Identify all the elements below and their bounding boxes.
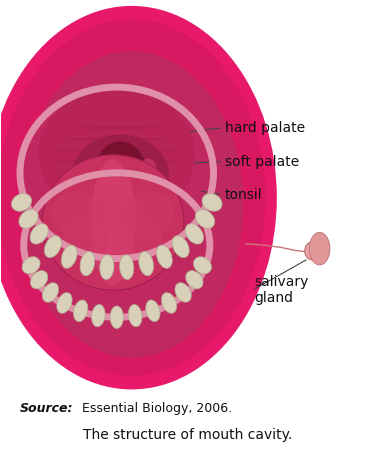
Ellipse shape bbox=[194, 257, 211, 274]
Text: tonsil: tonsil bbox=[225, 188, 262, 202]
Ellipse shape bbox=[39, 87, 195, 222]
Ellipse shape bbox=[120, 255, 134, 280]
Ellipse shape bbox=[128, 305, 142, 327]
Ellipse shape bbox=[42, 283, 58, 302]
Ellipse shape bbox=[61, 245, 77, 268]
Ellipse shape bbox=[30, 271, 48, 289]
Text: The structure of mouth cavity.: The structure of mouth cavity. bbox=[83, 429, 292, 443]
Ellipse shape bbox=[92, 305, 105, 327]
Ellipse shape bbox=[42, 155, 184, 290]
Text: hard palate: hard palate bbox=[225, 121, 305, 135]
Ellipse shape bbox=[186, 271, 203, 289]
Ellipse shape bbox=[309, 232, 330, 265]
Ellipse shape bbox=[185, 224, 204, 244]
Ellipse shape bbox=[82, 158, 103, 198]
Ellipse shape bbox=[30, 224, 48, 244]
Ellipse shape bbox=[12, 193, 32, 211]
Ellipse shape bbox=[110, 306, 123, 329]
Circle shape bbox=[305, 242, 320, 260]
Ellipse shape bbox=[63, 137, 171, 141]
Ellipse shape bbox=[44, 236, 62, 257]
Ellipse shape bbox=[175, 283, 191, 302]
Text: soft palate: soft palate bbox=[225, 154, 299, 168]
Ellipse shape bbox=[19, 209, 38, 228]
Text: Essential Biology, 2006.: Essential Biology, 2006. bbox=[78, 402, 232, 415]
Ellipse shape bbox=[156, 245, 172, 268]
Ellipse shape bbox=[118, 220, 163, 261]
Ellipse shape bbox=[74, 300, 88, 321]
Ellipse shape bbox=[80, 252, 95, 276]
Ellipse shape bbox=[115, 172, 126, 190]
Ellipse shape bbox=[195, 209, 215, 228]
Ellipse shape bbox=[56, 160, 178, 163]
Ellipse shape bbox=[64, 171, 169, 175]
Ellipse shape bbox=[139, 252, 153, 276]
Ellipse shape bbox=[0, 20, 266, 376]
Ellipse shape bbox=[22, 257, 40, 274]
Ellipse shape bbox=[52, 191, 100, 236]
Ellipse shape bbox=[172, 236, 189, 257]
Text: salivary
gland: salivary gland bbox=[255, 275, 309, 305]
Ellipse shape bbox=[63, 220, 108, 261]
Ellipse shape bbox=[91, 159, 135, 286]
Ellipse shape bbox=[138, 158, 159, 198]
Ellipse shape bbox=[126, 191, 174, 236]
Ellipse shape bbox=[72, 134, 169, 216]
Ellipse shape bbox=[72, 126, 162, 129]
Ellipse shape bbox=[146, 300, 160, 321]
Ellipse shape bbox=[94, 141, 147, 204]
Text: Source:: Source: bbox=[20, 402, 74, 415]
Ellipse shape bbox=[161, 293, 177, 313]
Ellipse shape bbox=[57, 293, 72, 313]
Ellipse shape bbox=[89, 184, 137, 229]
Ellipse shape bbox=[54, 148, 180, 152]
Ellipse shape bbox=[202, 193, 222, 211]
Ellipse shape bbox=[20, 51, 243, 358]
Ellipse shape bbox=[0, 6, 277, 390]
Text: tongue: tongue bbox=[81, 226, 134, 241]
Ellipse shape bbox=[100, 255, 114, 280]
